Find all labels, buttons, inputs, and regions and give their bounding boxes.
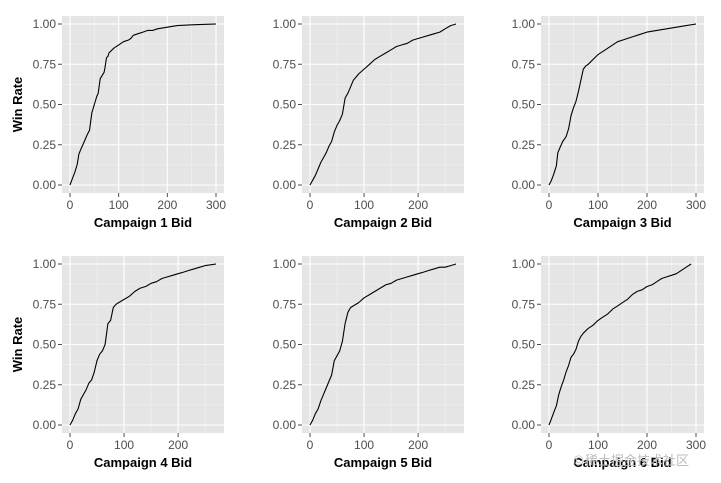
x-tick-label: 200 (637, 438, 657, 452)
x-axis-label: Campaign 4 Bid (94, 455, 192, 470)
x-axis-label: Campaign 2 Bid (334, 215, 432, 230)
x-axis-label: Campaign 6 Bid (573, 455, 671, 470)
x-tick-label: 300 (206, 198, 226, 212)
y-tick-label: 0.25 (33, 378, 57, 392)
chart-panel-1: 0.00 0.25 0.50 0.75 1.00 0 100 200 300 Campaign 1… (10, 16, 226, 230)
y-tick-label: 0.50 (273, 98, 297, 112)
y-tick-label: 0.25 (273, 378, 297, 392)
x-tick-label: 200 (408, 438, 428, 452)
y-tick-label: 0.25 (33, 138, 57, 152)
y-tick-label: 0.50 (512, 338, 536, 352)
x-tick-label: 300 (686, 438, 706, 452)
x-tick-label: 0 (67, 438, 74, 452)
x-axis-label: Campaign 1 Bid (94, 215, 192, 230)
y-tick-label: 0.00 (33, 418, 57, 432)
y-tick-label: 1.00 (33, 17, 57, 31)
x-tick-label: 300 (686, 198, 706, 212)
chart-panel-6: 0.00 0.25 0.50 0.75 1.00 0 100 200 300 Campaign 6… (512, 256, 706, 470)
series-line (309, 263, 457, 426)
chart-panel-2: 0.00 0.25 0.50 0.75 1.00 0 100 200 Campaign 2 Bi… (273, 16, 464, 230)
y-tick-label: 1.00 (273, 17, 297, 31)
x-tick-label: 0 (546, 438, 553, 452)
y-tick-label: 0.25 (512, 378, 536, 392)
chart-panel-4: 0.00 0.25 0.50 0.75 1.00 0 100 200 Campaign 4 Bi… (10, 256, 224, 470)
x-tick-label: 100 (354, 438, 374, 452)
x-tick-label: 100 (109, 198, 129, 212)
y-tick-label: 0.00 (33, 178, 57, 192)
y-tick-label: 0.75 (33, 57, 57, 71)
x-tick-label: 200 (168, 438, 188, 452)
y-tick-label: 0.75 (512, 297, 536, 311)
y-tick-label: 0.75 (273, 297, 297, 311)
x-tick-label: 0 (307, 198, 314, 212)
y-axis-label: Win Rate (10, 317, 25, 373)
x-tick-label: 200 (408, 198, 428, 212)
y-tick-label: 0.75 (512, 57, 536, 71)
series-line (548, 23, 697, 186)
y-tick-label: 0.00 (273, 418, 297, 432)
y-tick-label: 0.25 (512, 138, 536, 152)
y-tick-label: 0.50 (33, 338, 57, 352)
y-tick-label: 1.00 (33, 257, 57, 271)
x-axis-label: Campaign 5 Bid (334, 455, 432, 470)
y-tick-label: 0.50 (33, 98, 57, 112)
x-tick-label: 200 (157, 198, 177, 212)
y-tick-label: 1.00 (512, 257, 536, 271)
series-line (548, 263, 692, 426)
y-tick-label: 1.00 (273, 257, 297, 271)
y-tick-label: 0.25 (273, 138, 297, 152)
chart-panel-5: 0.00 0.25 0.50 0.75 1.00 0 100 200 Campaign 5 Bi… (273, 256, 464, 470)
y-tick-label: 0.50 (512, 98, 536, 112)
y-tick-label: 0.00 (512, 178, 536, 192)
x-tick-label: 100 (588, 438, 608, 452)
series-line (309, 23, 457, 186)
x-tick-label: 200 (637, 198, 657, 212)
series-line (69, 263, 217, 426)
y-tick-label: 0.75 (273, 57, 297, 71)
series-line (69, 23, 217, 186)
y-tick-label: 1.00 (512, 17, 536, 31)
chart-panel-3: 0.00 0.25 0.50 0.75 1.00 0 100 200 300 Campaign 3… (512, 16, 706, 230)
y-axis-label: Win Rate (10, 77, 25, 133)
y-tick-label: 0.00 (273, 178, 297, 192)
x-tick-label: 0 (67, 198, 74, 212)
x-tick-label: 100 (588, 198, 608, 212)
y-tick-label: 0.50 (273, 338, 297, 352)
x-tick-label: 100 (354, 198, 374, 212)
x-axis-label: Campaign 3 Bid (573, 215, 671, 230)
watermark-text: ©稀土掘金技术社区 (572, 454, 690, 469)
y-tick-label: 0.75 (33, 297, 57, 311)
y-tick-label: 0.00 (512, 418, 536, 432)
x-tick-label: 0 (307, 438, 314, 452)
x-tick-label: 100 (114, 438, 134, 452)
x-tick-label: 0 (546, 198, 553, 212)
